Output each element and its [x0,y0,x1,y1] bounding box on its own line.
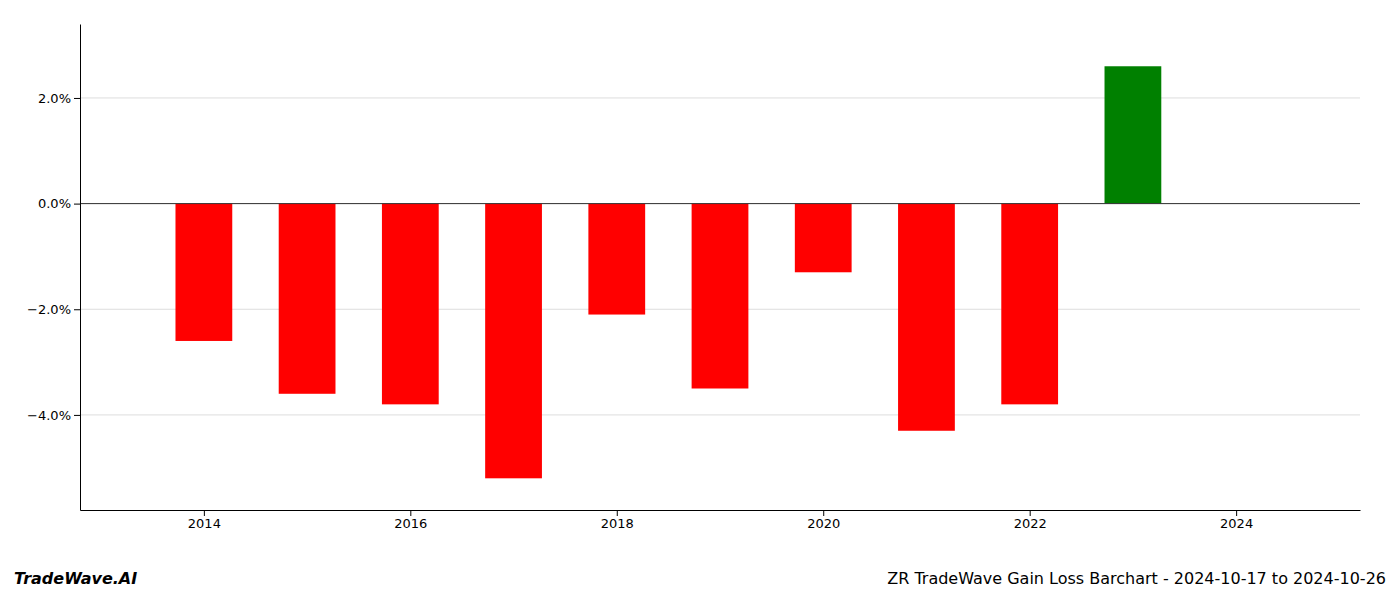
y-axis-line [80,25,81,511]
y-tick-mark [74,309,80,310]
x-tick-label: 2016 [394,516,427,531]
x-tick: 2014 [188,510,221,531]
bar [1001,204,1058,405]
x-tick: 2024 [1220,510,1253,531]
y-tick-label: −4.0% [27,408,71,423]
y-tick-mark [74,98,80,99]
x-tick-mark [1030,510,1031,516]
x-tick-mark [410,510,411,516]
bar [175,204,232,341]
bar [382,204,439,405]
y-tick-mark [74,415,80,416]
y-tick-mark [74,204,80,205]
y-tick-label: 2.0% [38,91,71,106]
bar [485,204,542,479]
chart-container: 2014 2016 2018 2020 2022 2024 −4.0% −2.0% 0.0% 2.… [0,0,1400,600]
x-tick-label: 2014 [188,516,221,531]
zero-line [80,203,1360,204]
x-axis: 2014 2016 2018 2020 2022 2024 [81,510,1361,531]
y-tick-label: −2.0% [27,302,71,317]
x-axis-line [81,510,1361,511]
x-tick-label: 2022 [1014,516,1047,531]
bar [898,204,955,431]
x-tick-label: 2020 [807,516,840,531]
x-tick: 2020 [807,510,840,531]
bar [1105,66,1162,203]
x-tick-mark [204,510,205,516]
grid-line [80,414,1360,415]
y-tick: −4.0% [27,408,80,423]
watermark: TradeWave.AI [14,569,137,588]
chart-svg: 2014 2016 2018 2020 2022 2024 −4.0% −2.0% 0.0% 2.… [0,0,1400,600]
x-tick-label: 2018 [601,516,634,531]
y-tick: −2.0% [27,302,80,317]
x-tick: 2022 [1014,510,1047,531]
y-tick-label: 0.0% [38,196,71,211]
bar [692,204,749,389]
bar [279,204,336,394]
x-tick-mark [1236,510,1237,516]
x-tick-label: 2024 [1220,516,1253,531]
x-tick-mark [823,510,824,516]
x-tick-mark [617,510,618,516]
plot-area [175,66,1161,478]
x-tick: 2016 [394,510,427,531]
grid-line [80,203,1360,204]
grid [80,98,1360,415]
grid-line [80,97,1360,98]
bar [795,204,852,273]
x-tick: 2018 [601,510,634,531]
y-axis: −4.0% −2.0% 0.0% 2.0% [27,25,80,511]
title: ZR TradeWave Gain Loss Barchart - 2024-1… [887,569,1386,588]
bar [588,204,645,315]
y-tick: 2.0% [38,91,80,106]
y-tick: 0.0% [38,196,80,211]
